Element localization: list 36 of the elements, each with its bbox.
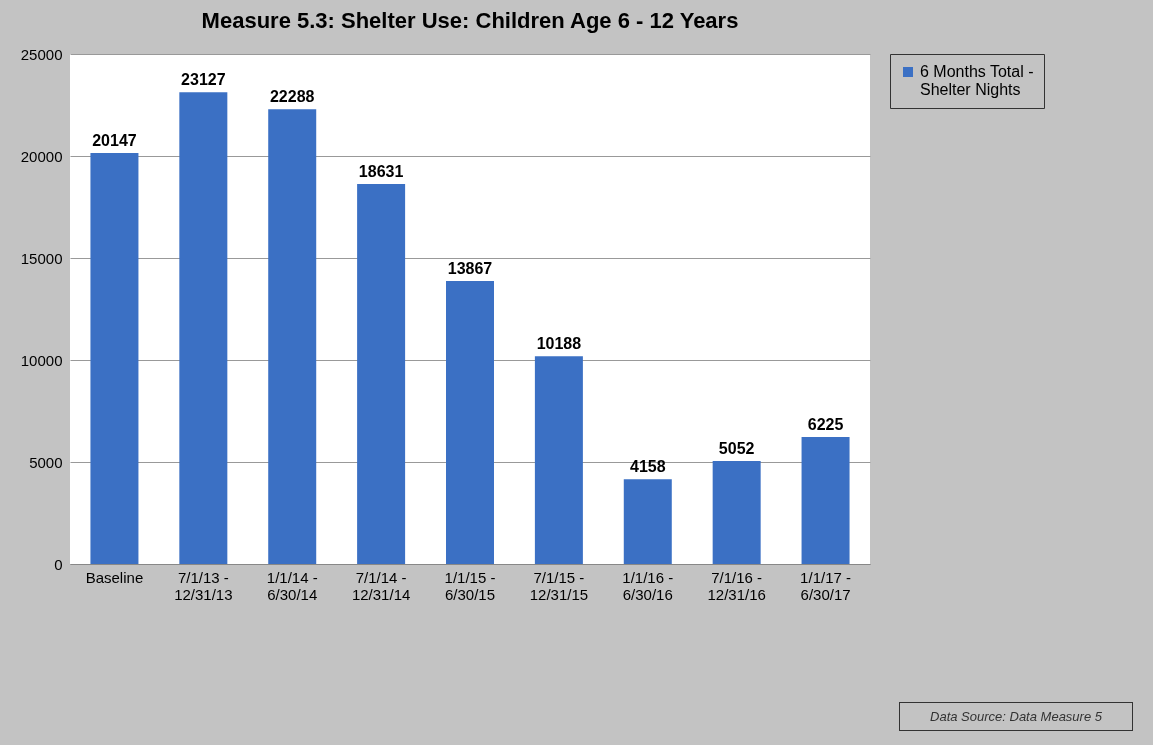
data-label: 6225 — [807, 416, 844, 434]
x-tick-label: 1/1/14 - 6/30/14 — [266, 568, 318, 603]
bar — [623, 479, 672, 564]
y-tick-label: 25000 — [20, 45, 63, 63]
x-tick-label: 7/1/16 - 12/31/16 — [707, 568, 766, 603]
x-tick-label: 7/1/15 - 12/31/15 — [529, 568, 589, 603]
x-tick-label: Baseline — [85, 568, 144, 586]
x-tick-label: 1/1/15 - 6/30/15 — [444, 568, 496, 603]
bar — [90, 153, 139, 564]
data-label: 10188 — [536, 335, 582, 353]
x-tick-label: 1/1/17 - 6/30/17 — [800, 568, 851, 603]
source-note: Data Source: Data Measure 5 — [899, 702, 1133, 731]
x-tick-label: 1/1/16 - 6/30/16 — [622, 568, 674, 603]
bar — [534, 356, 583, 564]
y-tick-label: 15000 — [20, 249, 63, 267]
x-tick-label: 7/1/14 - 12/31/14 — [351, 568, 411, 603]
data-label: 20147 — [92, 132, 137, 149]
chart-title: Measure 5.3: Shelter Use: Children Age 6 - 12 Years — [201, 8, 739, 33]
y-tick-label: 20000 — [20, 147, 63, 165]
bar — [712, 460, 761, 564]
bar — [801, 437, 850, 564]
bar — [446, 281, 494, 564]
data-label: 18631 — [358, 162, 404, 180]
bar — [179, 92, 228, 564]
legend-label: 6 Months Total - Shelter Nights — [920, 63, 1034, 98]
data-label: 13867 — [447, 260, 493, 278]
x-tick-label: 7/1/13 - 12/31/13 — [174, 568, 233, 603]
data-label: 23127 — [181, 71, 226, 89]
y-tick-label: 10000 — [20, 351, 63, 369]
y-tick-label: 5000 — [29, 453, 63, 471]
bar — [357, 183, 406, 564]
y-tick-label: 0 — [54, 555, 63, 573]
data-label: 5052 — [718, 439, 755, 457]
bar — [268, 109, 317, 564]
data-label: 22288 — [269, 88, 315, 106]
data-label: 4158 — [629, 458, 666, 476]
